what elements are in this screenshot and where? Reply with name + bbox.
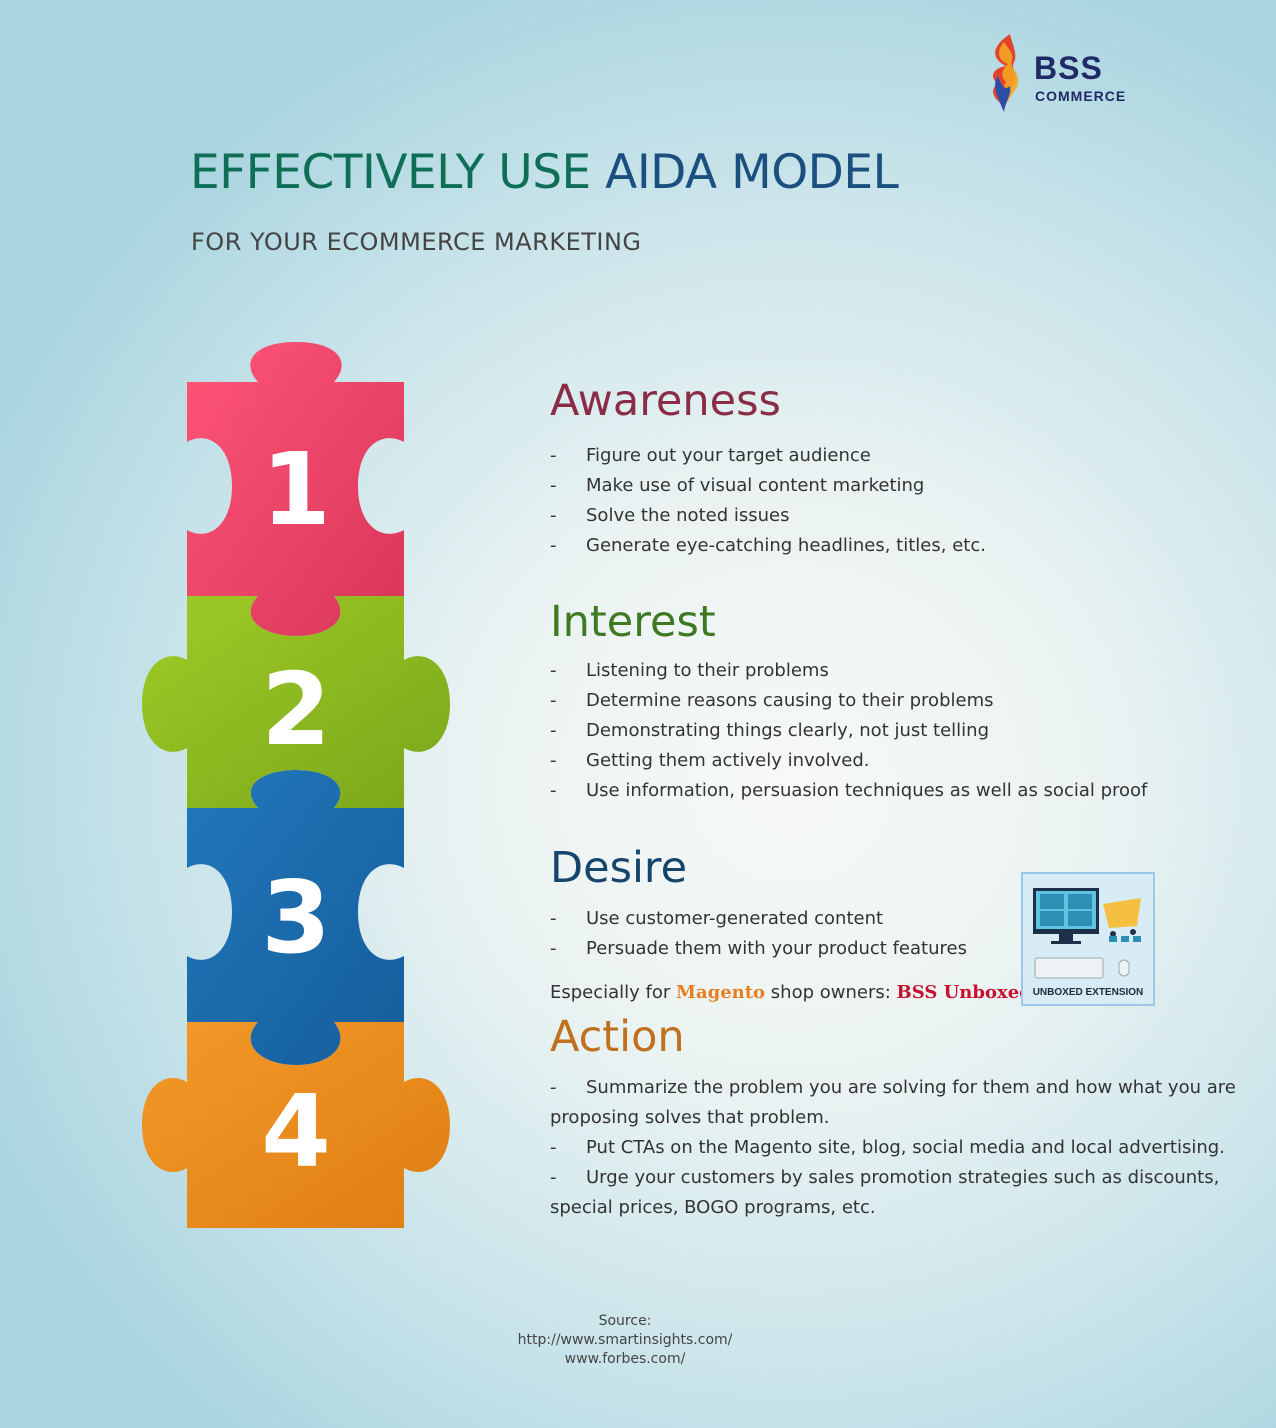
shop-owners-text: shop owners: (765, 982, 897, 1003)
puzzle-piece-4 (142, 1022, 450, 1228)
action-title: Action (550, 1012, 685, 1062)
list-item: Persuade them with your product features (550, 934, 990, 964)
computer-shopping-icon (1033, 888, 1141, 979)
action-list: - Summarize the problem you are solving f… (550, 1073, 1240, 1223)
source-link-1[interactable]: http://www.smartinsights.com/ (517, 1332, 733, 1348)
list-item: - Summarize the problem you are solving f… (550, 1073, 1240, 1133)
source-link-2[interactable]: www.forbes.com/ (564, 1351, 686, 1367)
puzzle-number-1: 1 (261, 431, 331, 548)
list-item: Generate eye-catching headlines, titles,… (550, 531, 1240, 561)
list-item: Determine reasons causing to their probl… (550, 686, 1240, 716)
bss-logo: BSS COMMERCE (980, 32, 1140, 116)
list-item: - Put CTAs on the Magento site, blog, soc… (550, 1133, 1240, 1163)
source-label: Source: (598, 1313, 652, 1329)
especially-note: Especially for Magento shop owners: BSS … (550, 982, 1032, 1003)
interest-title: Interest (550, 597, 716, 647)
list-item: Use customer-generated content (550, 904, 990, 934)
puzzle-piece-3 (187, 770, 404, 1065)
extension-label: UNBOXED EXTENSION (1032, 987, 1144, 998)
logo-brand: BSS (1034, 50, 1103, 86)
unboxed-extension-image[interactable]: UNBOXED EXTENSION (1021, 872, 1155, 1006)
list-item: - Urge your customers by sales promotion … (550, 1163, 1240, 1223)
page-subtitle: FOR YOUR ECOMMERCE MARKETING (191, 228, 642, 256)
list-item: Figure out your target audience (550, 441, 1240, 471)
bss-unboxed-link[interactable]: BSS Unboxed (896, 982, 1032, 1003)
list-item: Solve the noted issues (550, 501, 1240, 531)
list-item-text: Put CTAs on the Magento site, blog, soci… (586, 1137, 1225, 1158)
especially-prefix: Especially for (550, 982, 677, 1003)
list-item-text: Summarize the problem you are solving fo… (550, 1077, 1236, 1128)
title-part-1: EFFECTIVELY USE (190, 145, 606, 200)
flame-icon (992, 34, 1019, 112)
interest-list: Listening to their problemsDetermine rea… (550, 656, 1240, 806)
magento-text: Magento (676, 982, 766, 1003)
bullet-dash: - (550, 1077, 557, 1098)
list-item-text: Urge your customers by sales promotion s… (550, 1167, 1220, 1218)
page-title: EFFECTIVELY USE AIDA MODEL (190, 145, 899, 200)
awareness-title: Awareness (550, 376, 781, 426)
list-item: Use information, persuasion techniques a… (550, 776, 1240, 806)
list-item: Getting them actively involved. (550, 746, 1240, 776)
list-item: Listening to their problems (550, 656, 1240, 686)
desire-list: Use customer-generated contentPersuade t… (550, 904, 990, 964)
bullet-dash: - (550, 1167, 557, 1188)
puzzle-piece-2 (142, 596, 450, 808)
list-item: Make use of visual content marketing (550, 471, 1240, 501)
bullet-dash: - (550, 1137, 557, 1158)
puzzle-number-4: 4 (261, 1073, 331, 1190)
source-credits: Source: http://www.smartinsights.com/ ww… (0, 1312, 1250, 1369)
puzzle-stack: 1 2 3 4 (142, 342, 450, 1228)
logo-sub: COMMERCE (1035, 88, 1127, 104)
list-item: Demonstrating things clearly, not just t… (550, 716, 1240, 746)
title-part-2: AIDA MODEL (605, 145, 899, 200)
desire-title: Desire (550, 843, 688, 893)
puzzle-piece-1 (187, 342, 404, 636)
awareness-list: Figure out your target audienceMake use … (550, 441, 1240, 561)
puzzle-number-3: 3 (261, 859, 331, 976)
puzzle-number-2: 2 (261, 651, 331, 768)
